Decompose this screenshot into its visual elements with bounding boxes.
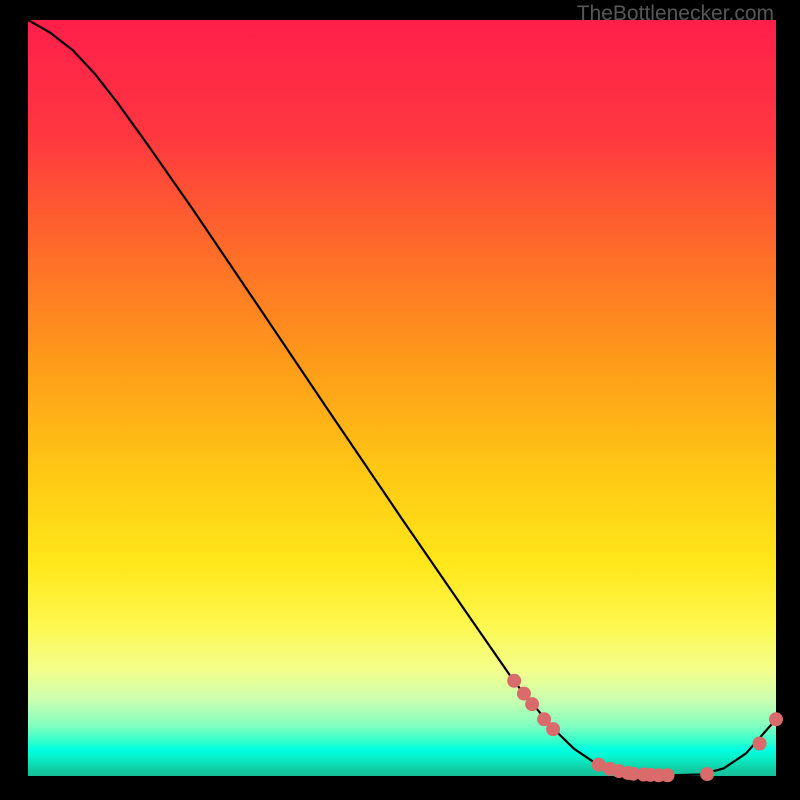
data-marker: [526, 698, 539, 711]
bottleneck-curve-chart: [0, 0, 800, 800]
chart-stage: TheBottlenecker.com: [0, 0, 800, 800]
data-marker: [517, 687, 530, 700]
data-marker: [547, 723, 560, 736]
data-marker: [753, 737, 766, 750]
data-marker: [661, 769, 674, 782]
watermark-text: TheBottlenecker.com: [577, 2, 774, 26]
data-marker: [701, 768, 714, 781]
data-marker: [508, 674, 521, 687]
data-marker: [770, 713, 783, 726]
